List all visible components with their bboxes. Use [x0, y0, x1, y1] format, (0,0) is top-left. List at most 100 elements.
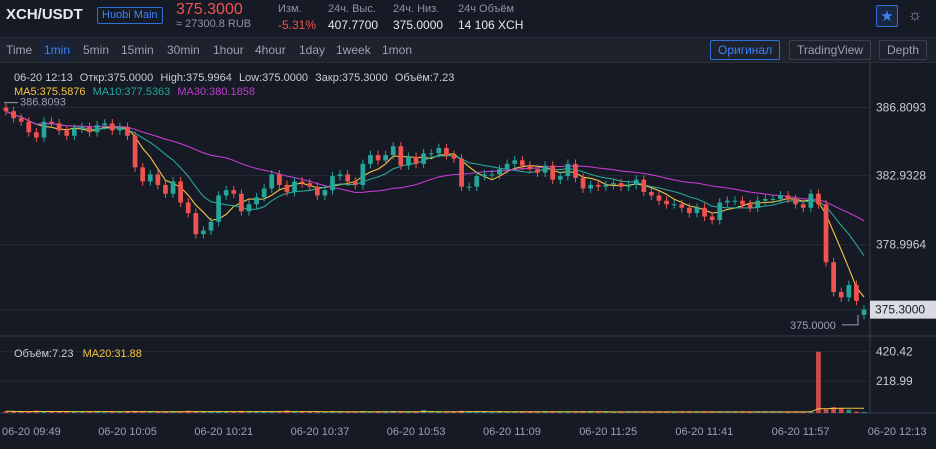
- candle: [345, 174, 351, 182]
- chart-toolbar: Time 1min 5min 15min 30min 1hour 4hour 1…: [0, 37, 936, 63]
- candle: [626, 184, 631, 187]
- volume-bar: [246, 411, 252, 413]
- volume-bar: [451, 411, 457, 413]
- volume-bar: [269, 412, 275, 414]
- volume-bar: [755, 411, 761, 413]
- volume-bar: [254, 411, 259, 413]
- volume-bar: [573, 411, 578, 413]
- candle: [565, 163, 571, 177]
- volume-label: 24ч Объём: [458, 3, 515, 15]
- volume-bar: [147, 411, 153, 413]
- candle: [740, 200, 745, 205]
- volume-bar: [656, 411, 662, 413]
- candle: [580, 177, 586, 189]
- volume-bar: [261, 411, 267, 413]
- candle: [633, 179, 639, 185]
- candle: [444, 148, 449, 156]
- candle: [694, 207, 700, 214]
- volume-bar: [18, 411, 24, 413]
- volume-bar: [34, 410, 39, 413]
- change-stat: Изм. -5.31%: [278, 3, 316, 32]
- candle: [94, 125, 100, 133]
- interval-30min[interactable]: 30min: [167, 43, 200, 57]
- view-depth-button[interactable]: Depth: [879, 40, 928, 60]
- candle: [861, 309, 867, 315]
- volume-bar: [383, 412, 388, 414]
- candle: [778, 195, 783, 199]
- volume-bar: [762, 411, 768, 413]
- candle: [466, 186, 472, 188]
- interval-time[interactable]: Time: [6, 43, 33, 57]
- time-tick-label: 06-20 11:57: [772, 426, 830, 438]
- candle: [519, 160, 525, 166]
- exchange-badge[interactable]: Huobi Main: [97, 7, 163, 24]
- interval-1hour[interactable]: 1hour: [213, 43, 244, 57]
- time-tick-label: 06-20 10:21: [194, 426, 253, 438]
- volume-bar: [368, 411, 373, 413]
- interval-1min[interactable]: 1min: [40, 40, 75, 60]
- interval-1week[interactable]: 1week: [336, 43, 371, 57]
- volume-bar: [178, 411, 183, 413]
- candle: [542, 165, 548, 173]
- volume-bar: [163, 411, 168, 413]
- volume-bar: [3, 411, 9, 413]
- candle: [679, 204, 685, 208]
- candle: [588, 184, 594, 189]
- view-tradingview-button[interactable]: TradingView: [789, 40, 872, 60]
- interval-1day[interactable]: 1day: [299, 43, 326, 57]
- ma30-line: [5, 110, 865, 222]
- candle: [489, 174, 495, 176]
- volume-bar: [565, 412, 571, 414]
- volume-bar: [482, 411, 487, 413]
- volume-bar: [170, 411, 176, 413]
- interval-1mon[interactable]: 1mon: [382, 43, 413, 57]
- volume-bar: [125, 411, 130, 413]
- volume-bar: [854, 411, 859, 413]
- candle: [482, 174, 487, 177]
- low-label: 24ч. Низ.: [393, 3, 440, 15]
- volume-bar: [588, 411, 594, 413]
- interval-4hour[interactable]: 4hour: [255, 43, 286, 57]
- candle: [239, 193, 244, 212]
- time-tick-label: 06-20 11:41: [675, 426, 733, 438]
- candle: [535, 169, 540, 173]
- candle: [246, 204, 252, 212]
- price-chart[interactable]: 386.8093 382.9328 378.9964 375.3000 386.8093…: [0, 63, 936, 449]
- candle: [573, 163, 578, 178]
- price-tick-label: 382.9328: [876, 169, 926, 183]
- pair-name[interactable]: XCH/USDT: [6, 6, 83, 23]
- candle: [527, 165, 533, 170]
- candle: [155, 174, 161, 185]
- volume-tick-label: 218.99: [876, 374, 913, 388]
- legend-ma5: MA5:375.5876: [14, 86, 86, 98]
- volume-bar: [398, 411, 404, 413]
- candle: [117, 126, 123, 131]
- candle: [49, 121, 54, 124]
- sun-icon: ☼: [907, 7, 923, 24]
- candle: [383, 155, 388, 161]
- volume-bar: [709, 411, 715, 413]
- volume-ma20-line: [5, 407, 864, 413]
- candle: [406, 156, 411, 166]
- interval-5min[interactable]: 5min: [83, 43, 110, 57]
- volume-bar: [535, 412, 540, 414]
- candle: [208, 221, 214, 231]
- view-original-button[interactable]: Оригинал: [710, 40, 781, 60]
- candle: [360, 163, 366, 185]
- candle: [390, 146, 396, 156]
- interval-15min[interactable]: 15min: [121, 43, 154, 57]
- candle: [299, 181, 305, 184]
- volume-bar: [375, 411, 381, 413]
- volume-bar: [276, 411, 282, 413]
- candle: [178, 181, 183, 203]
- theme-toggle-button[interactable]: ☼: [904, 5, 926, 27]
- candle: [337, 174, 343, 177]
- volume-bar: [671, 412, 677, 414]
- candle: [56, 123, 62, 131]
- time-tick-label: 06-20 10:37: [291, 426, 350, 438]
- time-tick-label: 06-20 11:25: [579, 426, 637, 438]
- volume-bar: [56, 411, 62, 413]
- favorite-button[interactable]: ★: [876, 5, 898, 27]
- legend-low: Low:375.0000: [238, 72, 309, 84]
- volume-bar: [626, 411, 631, 413]
